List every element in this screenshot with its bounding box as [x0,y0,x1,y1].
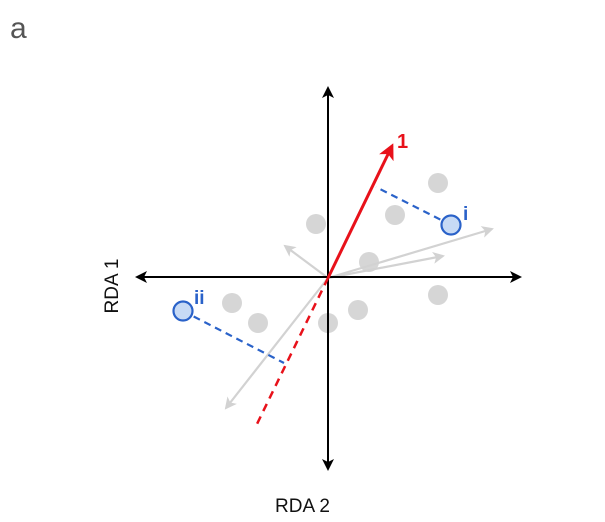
background-point [428,173,448,193]
background-vectors [224,226,494,410]
background-point [348,300,368,320]
sample-i [440,214,462,236]
highlight-vector-label: 1 [397,131,408,153]
background-vector [224,277,329,410]
panel-label: a [10,12,27,45]
sample-ii-label: ii [194,288,205,309]
background-point [248,313,268,333]
background-vector [283,244,329,279]
sample-i-label: i [463,204,468,225]
background-vector [327,251,445,280]
axes [135,86,522,471]
background-point [428,285,448,305]
sample-ii [172,300,194,322]
background-points [222,173,448,333]
background-vector [327,226,494,280]
background-point [385,205,405,225]
x-axis-label: RDA 2 [275,496,330,517]
projection-line-ii [182,310,285,364]
background-point [222,293,242,313]
highlight-vector [326,143,394,279]
projection-line-i [375,186,452,226]
y-axis-label: RDA 1 [102,258,123,314]
background-point [306,214,326,234]
highlight-vector-extension [255,277,330,425]
